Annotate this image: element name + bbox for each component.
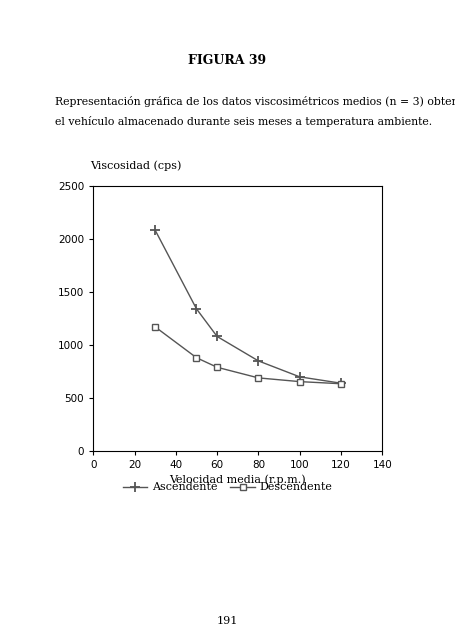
Ascendente [297, 373, 303, 381]
Descendente [194, 354, 199, 362]
Ascendente [256, 357, 261, 365]
X-axis label: Velocidad media (r.p.m.): Velocidad media (r.p.m.) [169, 474, 306, 485]
Text: FIGURA 39: FIGURA 39 [188, 54, 267, 67]
Descendente [152, 323, 158, 331]
Line: Ascendente: Ascendente [150, 225, 346, 388]
Text: el vehículo almacenado durante seis meses a temperatura ambiente.: el vehículo almacenado durante seis mese… [55, 116, 432, 127]
Ascendente [214, 333, 220, 340]
Text: 191: 191 [217, 616, 238, 626]
Descendente [214, 364, 220, 371]
Ascendente [338, 380, 344, 387]
Text: Viscosidad (cps): Viscosidad (cps) [91, 161, 182, 171]
Ascendente [194, 305, 199, 313]
Descendente [297, 378, 303, 385]
Line: Descendente: Descendente [152, 324, 344, 387]
Descendente [256, 374, 261, 381]
Descendente [338, 380, 344, 388]
Legend: Ascendente, Descendente: Ascendente, Descendente [118, 478, 337, 497]
Text: Representación gráfica de los datos viscosimétricos medios (n = 3) obtenidos en: Representación gráfica de los datos visc… [55, 95, 455, 107]
Ascendente [152, 227, 158, 234]
